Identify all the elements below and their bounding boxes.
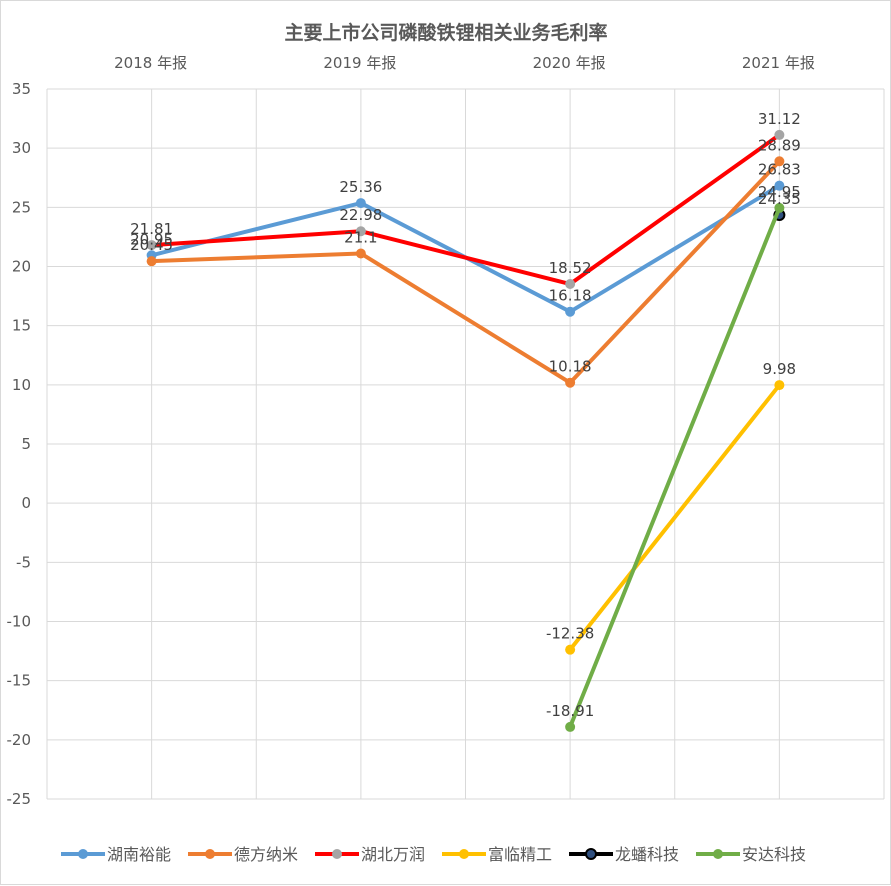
data-point <box>355 248 366 259</box>
category-label: 2021 年报 <box>742 54 815 72</box>
data-point <box>565 644 576 655</box>
legend-swatch-marker <box>459 849 469 859</box>
data-label: 9.98 <box>763 360 796 378</box>
y-tick-label: 5 <box>21 435 31 453</box>
y-tick-label: 15 <box>12 317 31 335</box>
data-point <box>146 256 157 267</box>
data-label: 28.89 <box>758 136 801 154</box>
legend-label: 安达科技 <box>742 845 806 864</box>
data-label: 24.95 <box>758 183 801 201</box>
data-point <box>146 240 157 251</box>
data-point <box>774 156 785 167</box>
data-label: 18.52 <box>549 259 592 277</box>
data-point <box>774 202 785 213</box>
y-tick-label: 25 <box>12 198 31 216</box>
series-line <box>149 159 782 385</box>
data-label: 31.12 <box>758 110 801 128</box>
legend-swatch-marker <box>78 849 88 859</box>
y-axis-ticks: 35 30 25 20 15 10 5 0 -5 -10 -15 -20 -25 <box>7 80 32 808</box>
chart-title: 主要上市公司磷酸铁锂相关业务毛利率 <box>284 21 607 44</box>
legend-label: 龙蟠科技 <box>615 845 679 864</box>
data-point <box>565 377 576 388</box>
data-point <box>774 180 785 191</box>
legend-label: 湖北万润 <box>361 845 425 864</box>
y-tick-label: 0 <box>21 494 31 512</box>
y-tick-label: 35 <box>12 80 31 98</box>
y-tick-label: -10 <box>7 613 32 631</box>
data-label: 10.18 <box>549 358 592 376</box>
data-label: -12.38 <box>546 625 594 643</box>
y-tick-label: 30 <box>12 139 31 157</box>
data-label: -18.91 <box>546 702 594 720</box>
data-label: 24.35 <box>758 190 801 208</box>
legend-label: 富临精工 <box>488 845 552 864</box>
y-tick-label: -25 <box>7 790 32 808</box>
grid <box>46 88 885 800</box>
data-label: 21.1 <box>344 228 377 246</box>
data-point <box>565 279 576 290</box>
data-label: 20.45 <box>130 236 173 254</box>
y-tick-label: -20 <box>7 731 32 749</box>
data-label: 21.81 <box>130 220 173 238</box>
category-label: 2020 年报 <box>533 54 606 72</box>
legend-swatch-marker <box>713 849 723 859</box>
series-line <box>149 132 782 287</box>
data-point <box>355 226 366 237</box>
legend-swatch-marker <box>205 849 215 859</box>
series-lines <box>146 129 786 732</box>
y-tick-label: -15 <box>7 672 32 690</box>
data-labels: 20.95 25.36 16.18 26.83 20.45 21.1 10.18 28.89 2… <box>130 110 801 720</box>
series-line <box>568 205 782 729</box>
data-label: 20.95 <box>130 230 173 248</box>
data-point <box>774 129 785 140</box>
category-label: 2019 年报 <box>323 54 396 72</box>
data-label: 25.36 <box>339 178 382 196</box>
data-point <box>774 380 785 391</box>
data-point <box>565 306 576 317</box>
data-point <box>565 721 576 732</box>
data-label: 22.98 <box>339 206 382 224</box>
data-label: 26.83 <box>758 161 801 179</box>
series-line <box>568 383 782 652</box>
y-tick-label: 20 <box>12 258 31 276</box>
data-point <box>355 198 366 209</box>
data-label: 16.18 <box>549 287 592 305</box>
legend: 湖南裕能 德方纳米 湖北万润 富临精工 龙蟠科技 安达科技 <box>61 845 806 864</box>
legend-swatch-marker <box>585 848 597 860</box>
legend-label: 湖南裕能 <box>107 845 171 864</box>
category-labels: 2018 年报 2019 年报 2020 年报 2021 年报 <box>114 54 815 72</box>
legend-swatch-marker <box>332 849 342 859</box>
legend-label: 德方纳米 <box>234 845 298 864</box>
y-tick-label: 10 <box>12 376 31 394</box>
y-tick-label: -5 <box>16 553 31 571</box>
category-label: 2018 年报 <box>114 54 187 72</box>
